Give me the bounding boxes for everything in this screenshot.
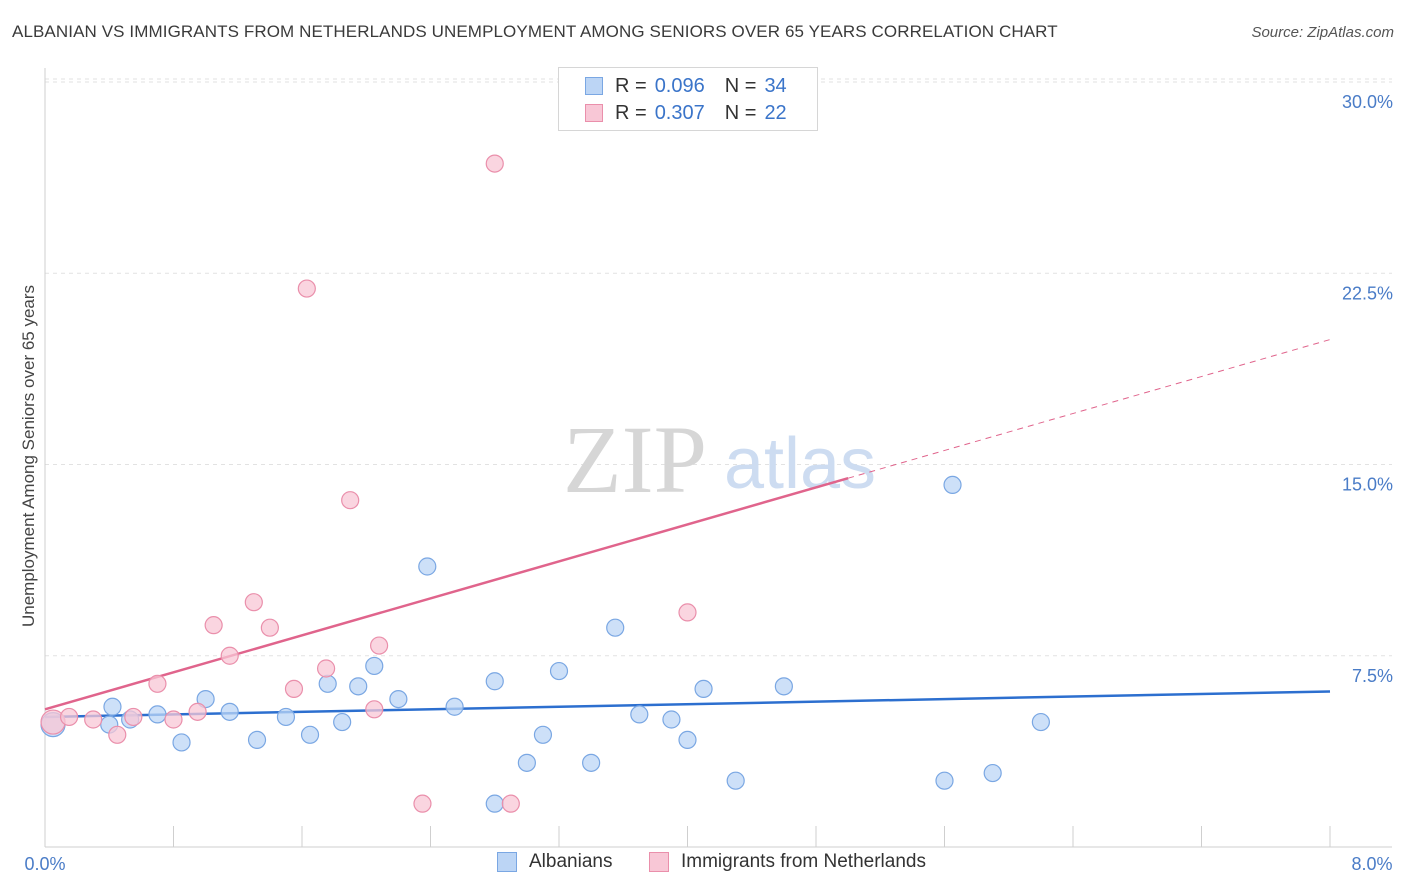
albanians-swatch xyxy=(585,77,603,95)
netherlands-point xyxy=(365,700,384,719)
albanians-point xyxy=(333,712,352,732)
netherlands-point xyxy=(204,616,223,635)
legend-row-albanians: R = 0.096 N = 34 xyxy=(585,73,787,99)
albanians-point xyxy=(220,702,239,721)
legend-r-label: R = xyxy=(615,101,647,124)
netherlands-point xyxy=(260,618,279,637)
y-axis-label: Unemployment Among Seniors over 65 years xyxy=(19,285,38,627)
albanians-point xyxy=(678,730,697,750)
albanians-point xyxy=(606,618,625,637)
netherlands-trend-line xyxy=(44,477,849,711)
netherlands-point xyxy=(164,710,183,729)
albanians-point xyxy=(549,661,569,681)
albanians-point xyxy=(349,677,368,696)
y-tick-label: 22.5% xyxy=(1342,283,1393,303)
netherlands-point xyxy=(84,710,103,729)
netherlands-swatch xyxy=(585,104,603,122)
netherlands-point xyxy=(316,659,336,678)
trend-lines xyxy=(44,339,1331,719)
axes xyxy=(44,68,1392,848)
albanians-swatch xyxy=(497,852,517,872)
albanians-point xyxy=(983,763,1002,783)
legend-item-albanians: Albanians xyxy=(497,851,612,873)
netherlands-point xyxy=(124,707,143,727)
albanians-point xyxy=(485,672,504,691)
albanians-point xyxy=(935,771,954,790)
data-points xyxy=(40,154,1050,813)
albanians-point xyxy=(418,557,437,576)
netherlands-point xyxy=(678,603,697,622)
albanians-point xyxy=(445,697,464,716)
albanians-point xyxy=(694,679,713,699)
legend-n-label: N = xyxy=(724,101,757,124)
legend-r-label: R = xyxy=(615,74,647,97)
watermark-zip: ZIP xyxy=(563,406,707,513)
watermark: ZIP atlas xyxy=(563,406,876,513)
netherlands-point xyxy=(370,636,389,655)
x-tick-label: 0.0% xyxy=(24,854,65,874)
albanians-point xyxy=(726,771,745,790)
y-tick-label: 15.0% xyxy=(1342,475,1393,495)
netherlands-point xyxy=(108,725,127,744)
x-tick-label: 8.0% xyxy=(1351,854,1392,874)
legend-netherlands-label: Immigrants from Netherlands xyxy=(681,851,926,872)
legend-albanians-label: Albanians xyxy=(529,851,613,872)
netherlands-point xyxy=(148,674,167,693)
y-tick-label: 7.5% xyxy=(1352,666,1393,686)
legend-n-label: N = xyxy=(724,74,757,97)
netherlands-swatch xyxy=(649,852,669,872)
netherlands-point xyxy=(485,154,504,173)
legend-n-value: 22 xyxy=(764,101,787,124)
albanians-point xyxy=(582,753,601,772)
source-label: Source: ZipAtlas.com xyxy=(1251,24,1394,41)
albanians-point xyxy=(533,725,553,744)
albanians-point xyxy=(276,707,296,727)
albanians-point xyxy=(485,794,504,813)
albanians-trend-line xyxy=(44,690,1331,719)
chart-title: ALBANIAN VS IMMIGRANTS FROM NETHERLANDS … xyxy=(12,22,1058,41)
netherlands-point xyxy=(284,679,304,699)
albanians-point xyxy=(148,705,167,724)
series-legend: Albanians Immigrants from Netherlands xyxy=(0,851,1406,879)
legend-r-value: 0.307 xyxy=(654,101,705,124)
albanians-point xyxy=(630,705,649,724)
legend-n-value: 34 xyxy=(764,74,787,97)
legend-item-netherlands: Immigrants from Netherlands xyxy=(649,851,926,873)
albanians-point xyxy=(300,725,320,744)
albanians-point xyxy=(774,677,793,696)
netherlands-point xyxy=(220,646,239,665)
albanians-point xyxy=(389,689,408,709)
albanians-point xyxy=(517,753,536,772)
watermark-atlas: atlas xyxy=(724,424,876,504)
albanians-point xyxy=(1031,712,1050,732)
x-tick-labels: 0.0% 8.0% xyxy=(24,854,1392,874)
netherlands-point xyxy=(297,279,316,298)
netherlands-point xyxy=(59,707,79,727)
y-tick-labels: 7.5% 15.0% 22.5% 30.0% xyxy=(1342,92,1393,686)
netherlands-trend-extension xyxy=(847,339,1331,479)
netherlands-point xyxy=(501,794,520,813)
legend-r-value: 0.096 xyxy=(654,74,705,97)
grid-lines xyxy=(45,78,1392,657)
albanians-point xyxy=(103,697,122,716)
albanians-point xyxy=(247,730,267,750)
netherlands-point xyxy=(188,702,207,721)
albanians-point xyxy=(943,475,962,494)
stats-legend: R = 0.096 N = 34 R = 0.307 N = 22 xyxy=(558,67,818,131)
netherlands-point xyxy=(341,491,360,510)
albanians-point xyxy=(318,674,337,693)
netherlands-point xyxy=(413,794,432,813)
albanians-point xyxy=(172,733,191,752)
legend-row-netherlands: R = 0.307 N = 22 xyxy=(585,100,787,126)
y-tick-label: 30.0% xyxy=(1342,92,1393,112)
albanians-point xyxy=(365,656,384,676)
albanians-point xyxy=(662,710,681,729)
netherlands-point xyxy=(244,593,263,612)
